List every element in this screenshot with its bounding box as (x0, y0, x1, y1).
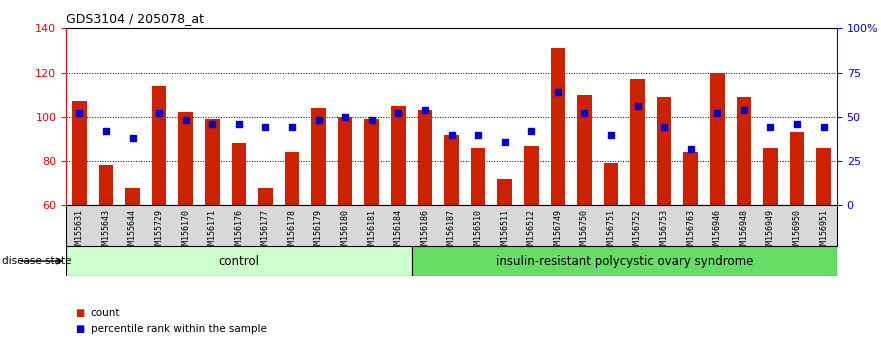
Bar (737, 97, 751, 205)
Bar (99, 165, 114, 205)
Bar (338, 117, 352, 205)
Bar (710, 73, 725, 205)
Bar (684, 152, 698, 205)
Text: GSM156750: GSM156750 (580, 209, 589, 253)
Bar (72, 101, 86, 205)
Bar (311, 108, 326, 205)
Text: GSM156753: GSM156753 (660, 209, 669, 253)
Bar (524, 145, 538, 205)
Text: GSM156176: GSM156176 (234, 209, 243, 253)
Text: GSM156949: GSM156949 (766, 209, 775, 253)
Bar (763, 148, 778, 205)
Text: GDS3104 / 205078_at: GDS3104 / 205078_at (66, 12, 204, 25)
Text: ■: ■ (75, 308, 84, 318)
Bar (232, 143, 246, 205)
Text: ■: ■ (75, 324, 84, 334)
Bar (470, 148, 485, 205)
Bar (152, 86, 167, 205)
Text: disease state: disease state (2, 256, 71, 266)
Text: GSM155643: GSM155643 (101, 209, 110, 253)
Text: GSM156184: GSM156184 (394, 209, 403, 253)
Bar (205, 119, 219, 205)
Text: GSM156752: GSM156752 (633, 209, 642, 253)
Bar (391, 106, 405, 205)
Bar (418, 110, 433, 205)
Text: GSM156180: GSM156180 (341, 209, 350, 253)
Text: insulin-resistant polycystic ovary syndrome: insulin-resistant polycystic ovary syndr… (496, 255, 753, 268)
Text: GSM156512: GSM156512 (527, 209, 536, 253)
Bar (498, 179, 512, 205)
Text: GSM155644: GSM155644 (128, 209, 137, 253)
Bar (125, 188, 140, 205)
Bar (66, 246, 411, 276)
Bar (285, 152, 300, 205)
Bar (551, 48, 565, 205)
Bar (411, 246, 837, 276)
Text: GSM156178: GSM156178 (287, 209, 297, 253)
Bar (789, 132, 804, 205)
Bar (178, 113, 193, 205)
Text: percentile rank within the sample: percentile rank within the sample (91, 324, 267, 334)
Text: GSM156751: GSM156751 (606, 209, 616, 253)
Text: control: control (218, 255, 259, 268)
Text: GSM156950: GSM156950 (793, 209, 802, 253)
Bar (630, 79, 645, 205)
Text: GSM156187: GSM156187 (447, 209, 456, 253)
Text: GSM156186: GSM156186 (420, 209, 429, 253)
Text: GSM156749: GSM156749 (553, 209, 562, 253)
Text: GSM155631: GSM155631 (75, 209, 84, 253)
Text: GSM156951: GSM156951 (819, 209, 828, 253)
Text: GSM156946: GSM156946 (713, 209, 722, 253)
Bar (817, 148, 831, 205)
Text: GSM156763: GSM156763 (686, 209, 695, 253)
Bar (444, 135, 459, 205)
Text: GSM155729: GSM155729 (154, 209, 164, 253)
Bar (657, 97, 671, 205)
Text: GSM156177: GSM156177 (261, 209, 270, 253)
Bar (258, 188, 273, 205)
Text: GSM156181: GSM156181 (367, 209, 376, 253)
Text: GSM156948: GSM156948 (739, 209, 749, 253)
Text: GSM156179: GSM156179 (315, 209, 323, 253)
Text: GSM156170: GSM156170 (181, 209, 190, 253)
Bar (365, 119, 379, 205)
Text: GSM156511: GSM156511 (500, 209, 509, 253)
Text: GSM156171: GSM156171 (208, 209, 217, 253)
Bar (603, 163, 618, 205)
Text: GSM156510: GSM156510 (474, 209, 483, 253)
Bar (577, 95, 592, 205)
Text: count: count (91, 308, 120, 318)
